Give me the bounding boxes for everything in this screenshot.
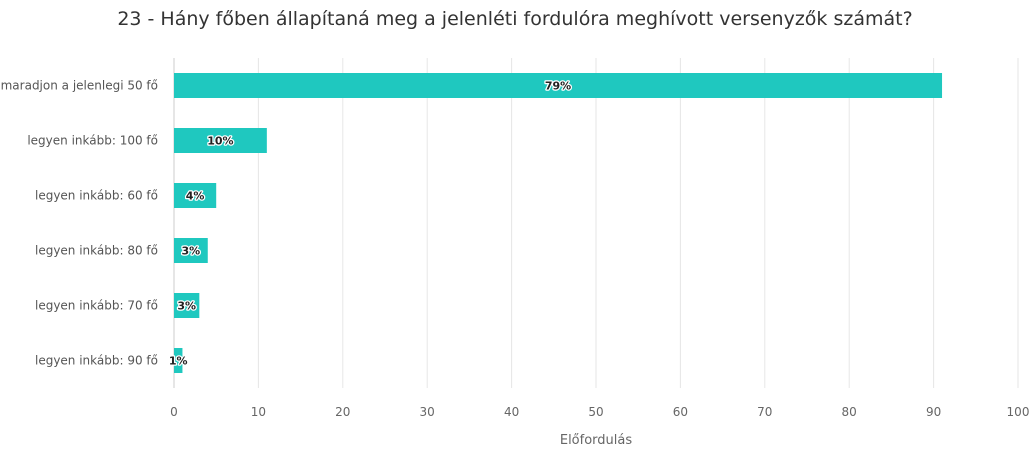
bar-4 — [174, 293, 200, 318]
x-tick-label-70: 70 — [757, 405, 772, 419]
x-tick-label-100: 100 — [1007, 405, 1030, 419]
data-label-4: 3% — [177, 300, 196, 313]
bar-0 — [174, 73, 943, 98]
x-tick-label-50: 50 — [588, 405, 603, 419]
data-label-0: 79% — [545, 80, 571, 93]
x-tick-label-60: 60 — [673, 405, 688, 419]
x-tick-label-10: 10 — [251, 405, 266, 419]
data-label-1: 10% — [207, 135, 233, 148]
gridlines — [173, 58, 1019, 388]
x-tick-label-90: 90 — [926, 405, 941, 419]
bar-3 — [174, 238, 208, 263]
y-tick-label-1: legyen inkább: 100 fő — [27, 134, 158, 148]
x-tick-label-30: 30 — [420, 405, 435, 419]
y-tick-label-4: legyen inkább: 70 fő — [35, 299, 158, 313]
data-label-2: 4% — [186, 190, 205, 203]
y-tick-label-2: legyen inkább: 60 fő — [35, 189, 158, 203]
bar-5 — [174, 348, 183, 373]
bar-1 — [174, 128, 267, 153]
x-tick-label-40: 40 — [504, 405, 519, 419]
x-tick-label-0: 0 — [170, 405, 178, 419]
data-label-3: 3% — [182, 245, 201, 258]
x-tick-label-80: 80 — [842, 405, 857, 419]
y-tick-label-0: maradjon a jelenlegi 50 fő — [1, 79, 158, 93]
data-label-5: 1% — [169, 355, 188, 368]
y-tick-label-3: legyen inkább: 80 fő — [35, 244, 158, 258]
x-axis-label: Előfordulás — [560, 433, 632, 448]
bar-2 — [174, 183, 217, 208]
y-tick-label-5: legyen inkább: 90 fő — [35, 354, 158, 368]
x-tick-label-20: 20 — [335, 405, 350, 419]
chart-title: 23 - Hány főben állapítaná meg a jelenlé… — [117, 8, 913, 30]
